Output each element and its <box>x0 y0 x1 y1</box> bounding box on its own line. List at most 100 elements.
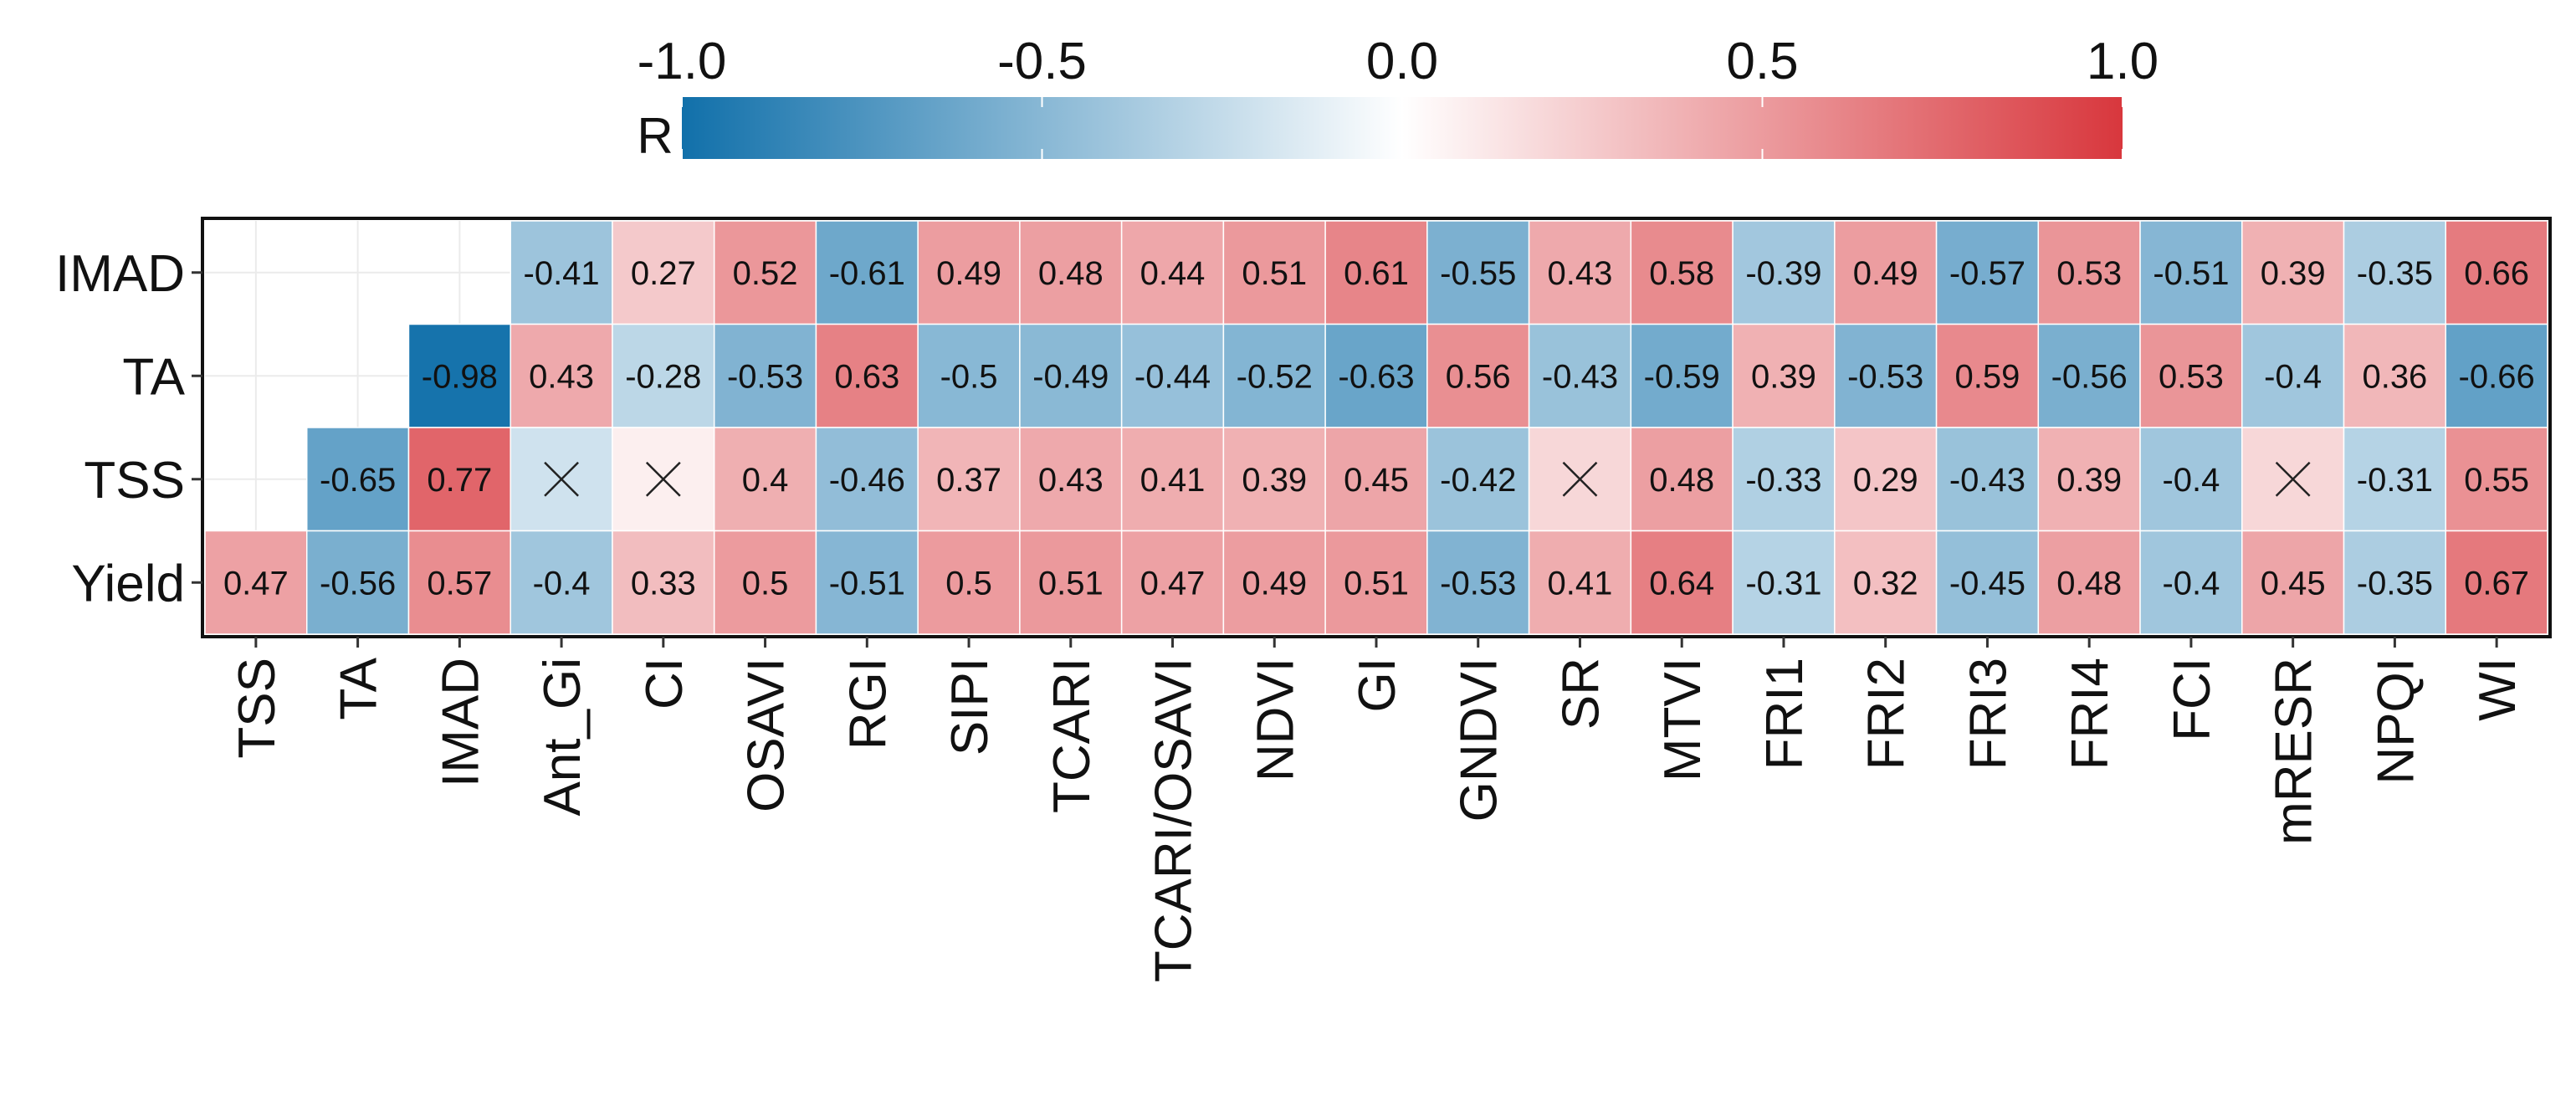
cell-value-label: 0.49 <box>1853 255 1918 292</box>
heatmap-cell-yield-tss <box>204 530 308 635</box>
cell-value-label: -0.53 <box>1847 358 1923 395</box>
cell-value-label: -0.59 <box>1644 358 1720 395</box>
heatmap-cell-yield-fri3 <box>1935 530 2040 635</box>
heatmap-cell-tss-fri2 <box>1834 427 1938 532</box>
cell-value-label: -0.33 <box>1745 462 1821 499</box>
heatmap-cell-yield-mtvi <box>1630 530 1734 635</box>
cell-value-label: 0.56 <box>1446 358 1511 395</box>
heatmap-cell-ta-fri4 <box>2037 323 2141 428</box>
cell-value-label: 0.57 <box>427 565 492 602</box>
x-tick-label: IMAD <box>432 658 489 787</box>
cell-value-label: -0.65 <box>320 462 396 499</box>
cell-value-label: -0.4 <box>2162 462 2220 499</box>
heatmap-cell-yield-ant-gi <box>510 530 613 635</box>
cell-value-label: 0.45 <box>2261 565 2326 602</box>
cell-value-label: 0.49 <box>936 255 1001 292</box>
cell-value-label: 0.39 <box>1242 462 1307 499</box>
heatmap-cell-imad-fci <box>2139 220 2243 325</box>
heatmap-cell-yield-tcari-osavi <box>1120 530 1225 635</box>
x-tick-label: MTVI <box>1654 658 1712 781</box>
cell-value-label: 0.48 <box>1649 462 1714 499</box>
cell-value-label: 0.48 <box>2056 565 2122 602</box>
x-tick-label: mRESR <box>2266 658 2323 845</box>
cell-value-label: 0.52 <box>733 255 798 292</box>
heatmap-cell-imad-fri3 <box>1935 220 2040 325</box>
cell-value-label: 0.64 <box>1649 565 1714 602</box>
legend-tick-label: 0.0 <box>1366 33 1438 90</box>
y-axis: IMAD TA TSS Yield <box>55 245 202 612</box>
heatmap-cell-ta-ci <box>612 323 715 428</box>
cell-value-label: -0.49 <box>1032 358 1109 395</box>
cell-value-label: 0.77 <box>427 462 492 499</box>
heatmap-cell-tss-ta <box>305 427 410 532</box>
heatmap-cell-tss-gi <box>1324 427 1428 532</box>
x-tick-label: RGI <box>839 658 897 750</box>
non-significant-mark <box>544 461 579 497</box>
y-tick-label: IMAD <box>55 245 185 303</box>
cell-value-label: 0.39 <box>1751 358 1816 395</box>
cell-value-label: -0.4 <box>2162 565 2220 602</box>
heatmap-cell-labels: -0.41 0.27 0.52 -0.61 0.49 0.48 0.44 0.51 0.61 -0… <box>223 255 2535 602</box>
heatmap-cell-yield-fri1 <box>1732 530 1836 635</box>
heatmap-cell-yield-fri4 <box>2037 530 2141 635</box>
heatmap-cell-imad-fri4 <box>2037 220 2141 325</box>
cell-value-label: 0.36 <box>2362 358 2427 395</box>
cell-value-label: 0.39 <box>2056 462 2122 499</box>
cell-value-label: 0.37 <box>936 462 1001 499</box>
heatmap-cell-imad-sr <box>1528 220 1632 325</box>
heatmap-cell-tss-ndvi <box>1222 427 1326 532</box>
heatmap-cell-ta-rgi <box>815 323 919 428</box>
cell-value-label: -0.5 <box>940 358 998 395</box>
heatmap-cell-imad-gndvi <box>1426 220 1530 325</box>
cell-value-label: 0.53 <box>2159 358 2224 395</box>
cell-value-label: 0.47 <box>1140 565 1206 602</box>
cell-value-label: -0.39 <box>1745 255 1821 292</box>
x-tick-label: TA <box>330 657 388 720</box>
x-tick-label: GNDVI <box>1451 658 1508 822</box>
cell-value-label: -0.57 <box>1949 255 2025 292</box>
cell-value-label: 0.48 <box>1038 255 1104 292</box>
cell-value-label: 0.5 <box>945 565 992 602</box>
heatmap-cell-ta-sipi <box>917 323 1021 428</box>
cell-value-label: 0.58 <box>1649 255 1714 292</box>
heatmap-cell-tss-gndvi <box>1426 427 1530 532</box>
x-tick-label: FRI1 <box>1756 658 1814 770</box>
heatmap-cell-tss-wi <box>2445 427 2548 532</box>
legend-tick-label: 1.0 <box>2087 33 2159 90</box>
cell-value-label: -0.45 <box>1949 565 2025 602</box>
cell-value-label: 0.41 <box>1140 462 1206 499</box>
cell-value-label: -0.35 <box>2357 565 2433 602</box>
heatmap-cell-tss-tcari <box>1019 427 1123 532</box>
cell-value-label: -0.51 <box>2153 255 2229 292</box>
heatmap-cell-imad-mresr <box>2241 220 2345 325</box>
heatmap-cell-imad-osavi <box>713 220 817 325</box>
cell-value-label: -0.53 <box>727 358 803 395</box>
heatmap-cell-tss-tcari-osavi <box>1120 427 1225 532</box>
heatmap-cell-ta-gndvi <box>1426 323 1530 428</box>
heatmap-cell-tss-fri4 <box>2037 427 2141 532</box>
x-tick-label: FCI <box>2164 658 2221 741</box>
heatmap-cell-imad-tcari-osavi <box>1120 220 1225 325</box>
cell-value-label: -0.53 <box>1440 565 1516 602</box>
heatmap-cell-imad-gi <box>1324 220 1428 325</box>
heatmap-cell-tss-npqi <box>2343 427 2447 532</box>
cell-value-label: -0.4 <box>533 565 591 602</box>
heatmap-cell-ta-fci <box>2139 323 2243 428</box>
cell-value-label: -0.56 <box>320 565 396 602</box>
heatmap-cell-imad-fri2 <box>1834 220 1938 325</box>
heatmap-cell-yield-wi <box>2445 530 2548 635</box>
x-tick-label: NPQI <box>2367 658 2425 785</box>
cell-value-label: -0.52 <box>1237 358 1313 395</box>
x-axis: TSS TA IMAD Ant_Gi CI OSAVI RGI SIPI TCARI TCARI/… <box>228 637 2527 982</box>
cell-value-label: 0.27 <box>631 255 696 292</box>
y-tick-label: TA <box>122 348 185 406</box>
cell-value-label: -0.41 <box>524 255 600 292</box>
heatmap-cell-yield-gi <box>1324 530 1428 635</box>
cell-value-label: -0.43 <box>1542 358 1618 395</box>
x-tick-label: FRI4 <box>2061 658 2119 770</box>
non-significant-mark <box>2275 461 2311 497</box>
heatmap-cell-ta-fri3 <box>1935 323 2040 428</box>
cell-value-label: 0.44 <box>1140 255 1206 292</box>
cell-value-label: -0.31 <box>1745 565 1821 602</box>
